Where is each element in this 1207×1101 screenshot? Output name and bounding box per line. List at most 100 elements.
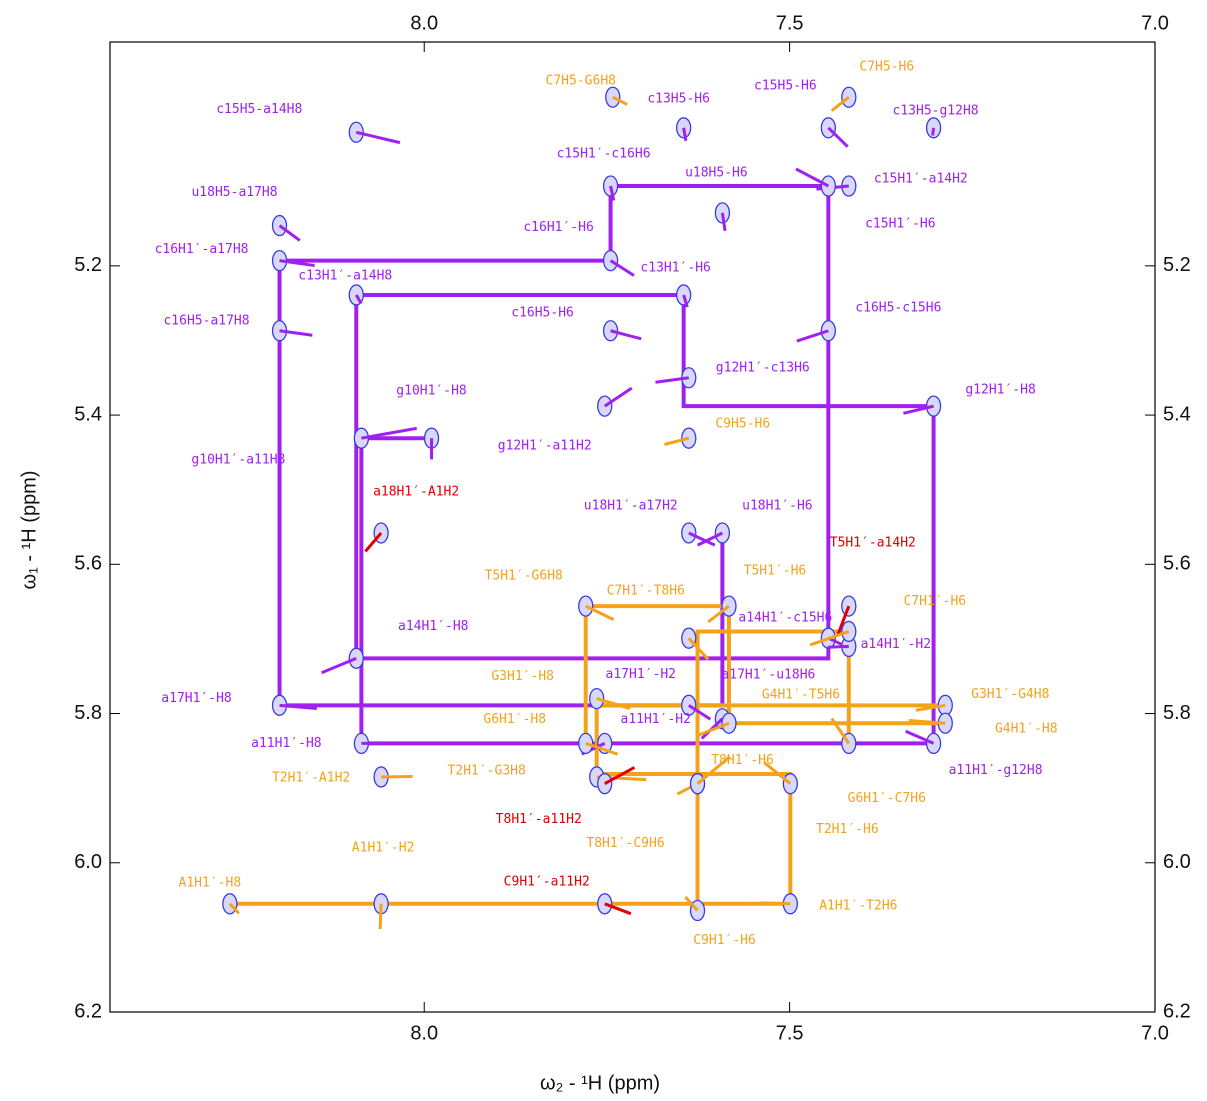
peak-label: C7H5-G6H8	[546, 74, 616, 89]
peak-label: C9H5-H6	[715, 417, 770, 432]
x-tick-label: 8.0	[410, 12, 438, 34]
peak-label: c16H1′-a17H8	[155, 242, 249, 257]
label-leader	[931, 127, 936, 136]
label-leader	[664, 436, 690, 446]
peak-label: T2H1′-G3H8	[448, 763, 526, 778]
peak-label: a11H1′-g12H8	[949, 763, 1043, 778]
peak-label: c15H1′-a14H2	[874, 172, 968, 187]
label-leader	[609, 185, 616, 201]
label-leader	[827, 644, 849, 649]
peak-label: a11H1′-H8	[251, 736, 321, 751]
label-leader	[612, 95, 628, 106]
peak-label: u18H1′-a17H2	[584, 498, 678, 513]
label-leader	[354, 294, 363, 305]
peak-label: C9H1′-H6	[693, 933, 756, 948]
y-tick-label: 5.8	[74, 702, 102, 724]
label-leader	[696, 531, 724, 547]
x-tick-label: 7.5	[776, 12, 804, 34]
y-tick-label: 5.4	[1163, 403, 1191, 425]
peak-label: a11H1′-H2	[621, 712, 691, 727]
peak-label: G6H1′-H8	[483, 712, 546, 727]
label-leader	[603, 386, 633, 408]
peak-label: G3H1′-G4H8	[971, 687, 1049, 702]
label-leader	[795, 167, 830, 188]
label-leader	[321, 656, 357, 675]
peak-label: c13H5-H6	[647, 91, 710, 106]
label-leader	[610, 329, 642, 341]
peak-label: g10H1′-H8	[396, 384, 466, 399]
peak-label: a17H1′-u18H6	[721, 667, 815, 682]
peak-label: c13H5-g12H8	[893, 103, 979, 118]
label-leader	[682, 127, 688, 142]
label-leader	[903, 404, 934, 415]
peak-label: T8H1′-a11H2	[496, 812, 582, 827]
peak-label: a18H1′-A1H2	[373, 484, 459, 499]
peak-label: C7H1′-T8H6	[607, 584, 685, 599]
y-tick-label: 5.4	[74, 403, 102, 425]
label-leader	[696, 721, 730, 738]
peak-label: c13H1′-a14H8	[298, 268, 392, 283]
peak-label: c16H5-a17H8	[163, 313, 249, 328]
label-leader	[596, 697, 631, 710]
label-leader	[827, 126, 849, 148]
y-axis-title: ω₁ - ¹H (ppm)	[18, 470, 40, 589]
peak-label: A1H1′-H2	[352, 840, 415, 855]
peak-label: c13H1′-H6	[640, 260, 710, 275]
peak-label: A1H1′-H8	[179, 875, 242, 890]
label-leader	[228, 902, 240, 915]
peak-label: a17H1′-H8	[161, 691, 231, 706]
y-tick-label: 6.2	[1163, 1000, 1191, 1022]
peak-label: G6H1′-C7H6	[848, 791, 926, 806]
peak-label: u18H5-a17H8	[191, 185, 277, 200]
peak-label: g12H1′-c13H6	[716, 360, 810, 375]
peak-label: T5H1′-a14H2	[830, 536, 916, 551]
label-leader	[915, 703, 946, 712]
peak-label: g12H1′-a11H2	[498, 439, 592, 454]
peak-label: a17H1′-H2	[606, 667, 676, 682]
label-leader	[684, 896, 699, 912]
y-tick-label: 5.6	[1163, 553, 1191, 575]
x-tick-label: 7.0	[1141, 1022, 1169, 1044]
peak-label: T8H1′-H6	[711, 753, 774, 768]
label-leader	[830, 717, 851, 745]
peak-label: C9H1′-a11H2	[504, 874, 590, 889]
label-leader	[696, 755, 731, 785]
peak-label: a14H1′-H2	[861, 637, 931, 652]
peak-label: c16H5-c15H6	[855, 300, 941, 315]
label-leader	[836, 605, 851, 635]
peak-label: c16H5-H6	[511, 305, 574, 320]
peak-label: A1H1′-T2H6	[819, 898, 897, 913]
peak-label: G4H1′-H8	[995, 722, 1058, 737]
peak-label: T5H1′-G6H8	[485, 569, 563, 584]
cross-peak	[676, 117, 692, 139]
label-leader	[763, 761, 792, 785]
label-leader	[687, 637, 710, 661]
label-leader	[707, 604, 730, 624]
y-tick-label: 5.8	[1163, 702, 1191, 724]
peak-label: C7H5-H6	[859, 60, 914, 75]
label-leader	[585, 604, 615, 621]
y-tick-label: 6.0	[74, 851, 102, 873]
peak-label: a14H1′-c15H6	[738, 611, 832, 626]
peak-label: c15H1′-c16H6	[557, 147, 651, 162]
peak-label: a14H1′-H8	[398, 619, 468, 634]
peak-label: u18H1′-H6	[742, 498, 812, 513]
x-tick-label: 7.5	[776, 1022, 804, 1044]
assignment-walk	[229, 604, 948, 906]
label-leader	[796, 329, 829, 343]
x-axis-title: ω₂ - ¹H (ppm)	[540, 1072, 660, 1094]
assignment-walk	[695, 629, 851, 911]
label-leader	[908, 719, 946, 725]
y-tick-label: 5.2	[1163, 254, 1191, 276]
label-leader	[604, 766, 636, 785]
x-tick-label: 7.0	[1141, 12, 1169, 34]
label-leader	[759, 901, 791, 906]
peak-label: C7H1′-H6	[903, 594, 966, 609]
peak-label: g12H1′-H8	[965, 383, 1035, 398]
peak-label: c15H5-a14H8	[216, 102, 302, 117]
peak-label: T5H1′-H6	[744, 564, 807, 579]
label-leader	[905, 729, 935, 745]
peak-label: T2H1′-H6	[816, 822, 879, 837]
y-tick-label: 6.2	[74, 1000, 102, 1022]
